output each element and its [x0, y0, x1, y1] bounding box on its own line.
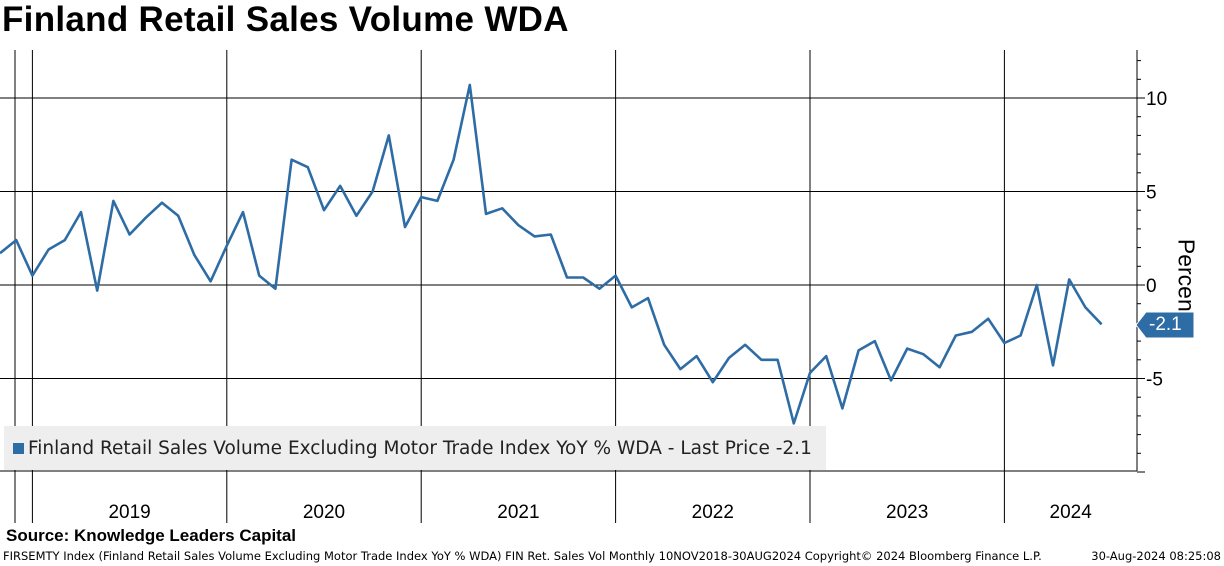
- y-tick-label: 10: [1146, 89, 1167, 110]
- axis-labels: 10 5 0 -5 2019 2020 2021 2022 2023 2024: [108, 89, 1167, 523]
- footer-timestamp: 30-Aug-2024 08:25:08: [1091, 549, 1221, 563]
- x-tick-label: 2023: [886, 502, 928, 523]
- source-note: Source: Knowledge Leaders Capital: [6, 526, 297, 545]
- x-tick-label: 2021: [497, 502, 539, 523]
- chart-title: Finland Retail Sales Volume WDA: [2, 0, 569, 39]
- legend-label: Finland Retail Sales Volume Excluding Mo…: [28, 437, 812, 459]
- x-tick-label: 2022: [692, 502, 734, 523]
- legend-swatch: [13, 442, 24, 454]
- legend: Finland Retail Sales Volume Excluding Mo…: [4, 426, 826, 470]
- last-value-text: -2.1: [1149, 314, 1182, 335]
- y-tick-label: 5: [1146, 183, 1157, 204]
- footer-description: FIRSEMTY Index (Finland Retail Sales Vol…: [3, 549, 1042, 563]
- chart-axes: [0, 50, 1145, 473]
- footer: FIRSEMTY Index (Finland Retail Sales Vol…: [3, 549, 1221, 563]
- y-tick-label: 0: [1146, 276, 1157, 297]
- x-tick-label: 2019: [108, 502, 150, 523]
- series-line: [0, 83, 1103, 425]
- y-tick-label: -5: [1146, 370, 1163, 391]
- last-value-badge-shape: [1136, 312, 1195, 338]
- x-tick-label: 2024: [1050, 502, 1093, 523]
- x-tick-label: 2020: [303, 502, 345, 523]
